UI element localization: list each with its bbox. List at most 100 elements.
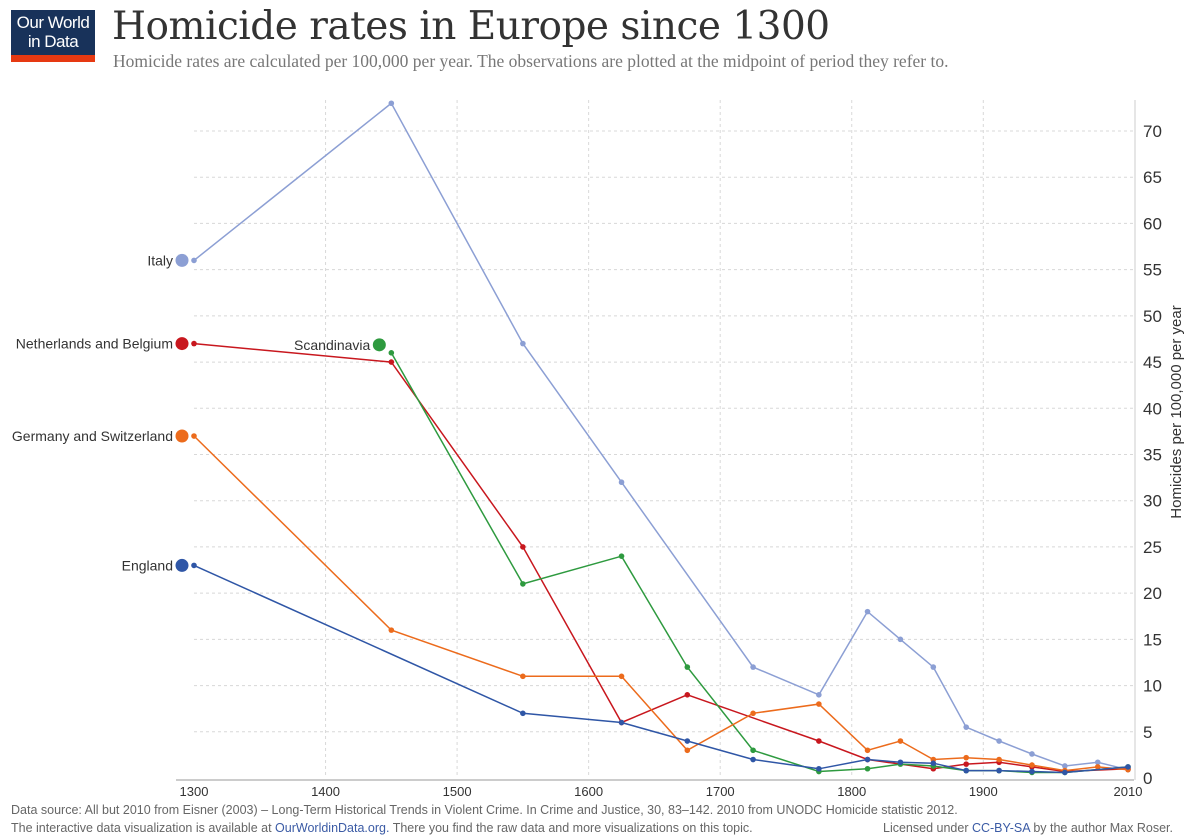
series-line <box>193 342 1129 773</box>
series-label: Germany and Switzerland <box>12 428 173 444</box>
series-netherlands-and-belgium <box>191 340 1131 775</box>
data-point <box>388 627 395 633</box>
data-point <box>864 756 871 763</box>
footer-license: Licensed under CC-BY-SA by the author Ma… <box>883 821 1173 835</box>
series-scandinavia <box>388 350 1131 776</box>
y-tick-label: 40 <box>1143 399 1162 418</box>
data-point <box>684 738 691 744</box>
data-point <box>520 673 526 680</box>
data-point <box>1062 769 1068 776</box>
license-suffix: by the author Max Roser. <box>1029 821 1173 835</box>
gridlines <box>194 100 1134 778</box>
logo-accent-bar <box>11 55 95 62</box>
data-point <box>897 759 904 766</box>
axes: 0 5 10 15 20 25 30 35 40 45 50 55 60 65 70 1300 1400 1500… <box>176 100 1185 799</box>
data-point <box>816 738 822 744</box>
y-tick-label: 15 <box>1143 630 1162 649</box>
y-tick-label: 70 <box>1143 122 1162 141</box>
series-label-dot <box>175 429 189 443</box>
data-point <box>618 553 625 559</box>
chart-subtitle: Homicide rates are calculated per 100,00… <box>113 51 949 71</box>
logo-line-1: Our World <box>16 13 90 32</box>
footer-source: Data source: All but 2010 from Eisner (2… <box>11 803 958 817</box>
data-point <box>864 747 871 754</box>
y-axis-label: Homicides per 100,000 per year <box>1168 305 1185 518</box>
series-label: Netherlands and Belgium <box>16 336 173 352</box>
data-point <box>963 754 969 761</box>
series-england <box>191 562 1131 776</box>
data-point <box>864 608 871 615</box>
data-point <box>191 433 197 439</box>
data-point <box>520 340 526 347</box>
series-label-dot <box>372 338 386 352</box>
y-tick-label: 5 <box>1143 723 1152 742</box>
footer-interactive-suffix: There you find the raw data and more vis… <box>389 821 753 835</box>
series-germany-and-switzerland <box>191 433 1131 774</box>
data-point <box>996 767 1002 774</box>
data-point <box>930 760 937 767</box>
data-point <box>520 710 526 717</box>
x-tick-label: 1400 <box>311 784 340 799</box>
data-point <box>1029 762 1035 768</box>
data-point <box>520 581 526 587</box>
data-point <box>388 359 395 365</box>
data-point <box>963 767 969 774</box>
x-tick-label: 2010 <box>1114 784 1143 799</box>
data-point <box>1094 759 1101 766</box>
data-point <box>618 719 625 726</box>
y-tick-label: 55 <box>1143 261 1162 280</box>
series-line <box>390 352 1129 774</box>
data-point <box>816 701 822 707</box>
data-point <box>1094 764 1101 770</box>
data-point <box>618 673 625 680</box>
data-point <box>750 710 756 717</box>
y-tick-label: 35 <box>1143 446 1162 465</box>
data-point <box>1029 751 1035 757</box>
y-tick-label: 60 <box>1143 214 1162 233</box>
y-tick-label: 10 <box>1143 677 1162 696</box>
series-group <box>191 100 1131 776</box>
footer-interactive: The interactive data visualization is av… <box>11 821 753 835</box>
owid-link[interactable]: OurWorldinData.org. <box>275 821 390 835</box>
data-point <box>750 664 756 670</box>
data-point <box>1062 763 1068 769</box>
y-tick-label: 45 <box>1143 353 1162 372</box>
y-tick-label: 0 <box>1143 769 1152 788</box>
data-point <box>388 350 395 356</box>
data-point <box>750 756 756 763</box>
data-point <box>684 747 691 754</box>
x-tick-label: 1500 <box>443 784 472 799</box>
x-tick-label: 1300 <box>180 784 209 799</box>
data-point <box>520 544 526 550</box>
data-point <box>684 664 691 670</box>
y-tick-label: 30 <box>1143 492 1162 511</box>
logo-text: Our World in Data <box>11 13 95 51</box>
logo-line-2: in Data <box>27 32 79 51</box>
x-tick-label: 1700 <box>706 784 735 799</box>
data-point <box>1029 768 1035 775</box>
x-tick-label: 1600 <box>574 784 603 799</box>
data-point <box>191 257 197 264</box>
y-tick-label: 65 <box>1143 168 1162 187</box>
y-tick-label: 25 <box>1143 538 1162 557</box>
data-point <box>191 562 197 569</box>
data-point <box>750 747 756 754</box>
series-line <box>193 435 1129 772</box>
license-link[interactable]: CC-BY-SA <box>971 821 1030 835</box>
footer-interactive-prefix: The interactive data visualization is av… <box>11 821 276 835</box>
data-point <box>963 724 969 730</box>
data-point <box>618 479 625 486</box>
y-tick-label: 50 <box>1143 307 1162 326</box>
series-label: Italy <box>147 252 173 268</box>
series-label: Scandinavia <box>294 337 370 353</box>
series-label-dot <box>175 253 189 267</box>
data-point <box>897 636 904 643</box>
data-point <box>864 765 871 772</box>
y-tick-label: 20 <box>1143 584 1162 603</box>
x-tick-label: 1800 <box>837 784 866 799</box>
data-point <box>897 738 904 744</box>
data-point <box>930 664 937 670</box>
series-italy <box>191 100 1131 773</box>
x-tick-label: 1900 <box>969 784 998 799</box>
